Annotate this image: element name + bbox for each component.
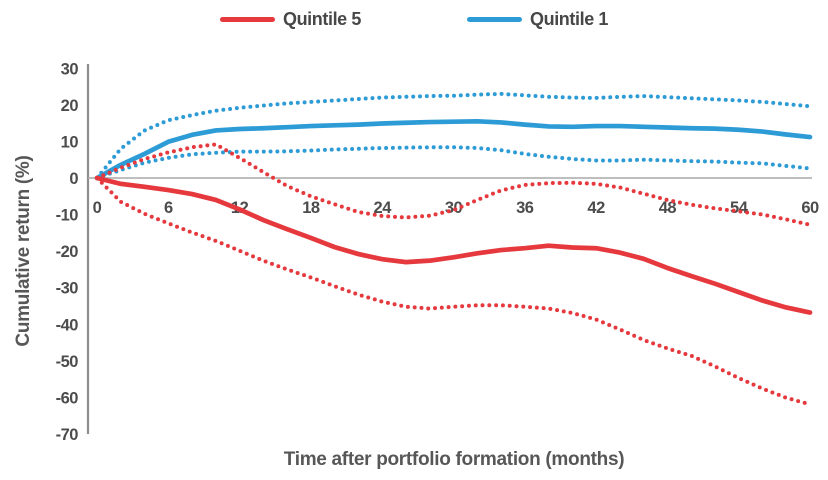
x-tick-label: 36 (516, 199, 534, 217)
y-tick-label: -70 (56, 426, 79, 444)
x-tick-label: 24 (374, 199, 393, 217)
legend-label-quintile-1: Quintile 1 (530, 8, 609, 29)
x-tick-label: 42 (587, 199, 605, 217)
legend-item-quintile-1: Quintile 1 (467, 9, 608, 30)
x-tick-label: 6 (164, 199, 173, 217)
x-tick-label: 60 (801, 199, 819, 217)
x-axis-title: Time after portfolio formation (months) (283, 449, 625, 470)
x-tick-label: 18 (302, 199, 320, 217)
y-tick-label: -20 (56, 243, 79, 261)
y-axis-title: Cumulative return (%) (13, 155, 34, 347)
y-tick-label: 10 (61, 133, 79, 151)
series-quintile-1-upper-band-line (95, 91, 812, 180)
y-tick-label: 30 (61, 60, 79, 78)
y-tick-label: -30 (56, 280, 79, 298)
y-tick-label: -10 (56, 207, 79, 225)
series-quintile-5-line (94, 175, 813, 315)
x-tick-label: 48 (659, 199, 677, 217)
y-tick-label: 20 (61, 97, 79, 115)
x-tick-label: 30 (445, 199, 463, 217)
y-tick-label: -60 (56, 389, 79, 407)
series-quintile-1-lower-band-line (95, 145, 812, 180)
legend-swatch-quintile-5 (219, 16, 275, 22)
series-quintile-5-upper-band-line (95, 142, 812, 227)
y-tick-label: -40 (56, 316, 79, 334)
legend-item-quintile-5: Quintile 5 (219, 8, 361, 30)
legend-label-quintile-5: Quintile 5 (282, 8, 361, 29)
chart-legend: Quintile 5 Quintile 1 (0, 7, 828, 31)
legend-swatch-quintile-1 (467, 16, 522, 22)
series-quintile-5-lower-band-line (95, 176, 812, 407)
y-tick-label: -50 (56, 353, 79, 371)
y-tick-label: 0 (69, 170, 78, 188)
x-tick-label: 54 (730, 199, 749, 217)
series-quintile-1-line (94, 118, 813, 181)
x-tick-label: 0 (93, 199, 102, 217)
